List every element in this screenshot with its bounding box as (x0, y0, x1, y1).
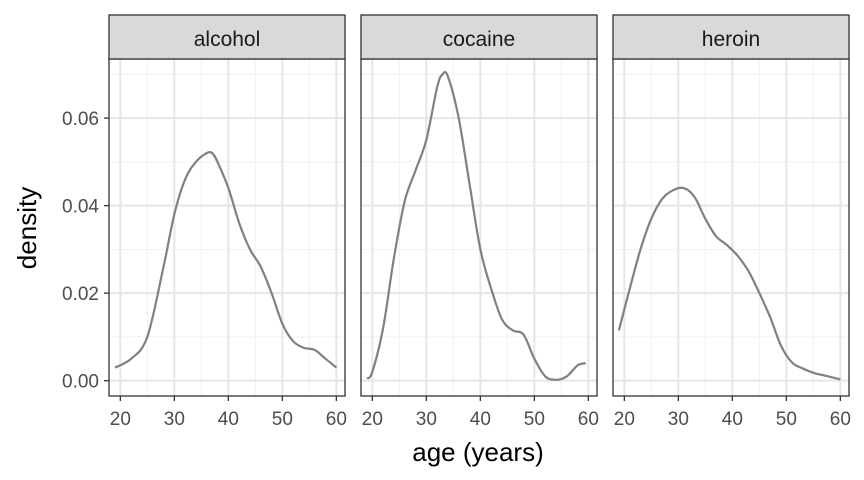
facet-strip-label: alcohol (194, 28, 261, 51)
x-axis-title: age (years) (412, 437, 544, 467)
facet-panel-alcohol: alcohol 20 30 40 50 60 (108, 14, 347, 430)
y-axis: 0.00 0.02 0.04 0.06 (62, 109, 109, 393)
x-tick-label: 30 (164, 409, 185, 430)
x-tick-label: 30 (668, 409, 689, 430)
y-tick-label: 0.02 (62, 284, 99, 305)
y-tick-label: 0.04 (62, 197, 99, 218)
facet-strip (360, 14, 598, 60)
x-tick-label: 40 (218, 409, 239, 430)
x-tick-label: 50 (776, 409, 797, 430)
x-tick-label: 30 (416, 409, 437, 430)
x-tick-label: 40 (470, 409, 491, 430)
density-line-cocaine (366, 70, 586, 381)
x-tick-label: 60 (830, 409, 851, 430)
x-tick-label: 20 (362, 409, 383, 430)
facet-strip-label: cocaine (443, 28, 515, 51)
facet-strip (612, 14, 850, 60)
x-tick-label: 60 (326, 409, 347, 430)
x-tick-label: 50 (272, 409, 293, 430)
y-tick-label: 0.06 (62, 109, 99, 130)
facet-panel-heroin: heroin 20 30 40 50 60 (612, 14, 851, 430)
y-tick-label: 0.00 (62, 372, 99, 393)
x-tick-label: 20 (614, 409, 635, 430)
x-tick-label: 20 (110, 409, 131, 430)
x-tick-label: 60 (578, 409, 599, 430)
panel-background (613, 59, 849, 396)
x-tick-label: 50 (524, 409, 545, 430)
y-axis-title: density (12, 187, 42, 269)
density-line-alcohol (114, 150, 338, 369)
x-tick-label: 40 (722, 409, 743, 430)
density-line-heroin (617, 186, 841, 381)
panel-background (109, 59, 345, 396)
facet-strip (108, 14, 346, 60)
facet-panel-cocaine: cocaine 20 30 40 50 60 (360, 14, 599, 430)
facet-strip-label: heroin (702, 28, 760, 51)
